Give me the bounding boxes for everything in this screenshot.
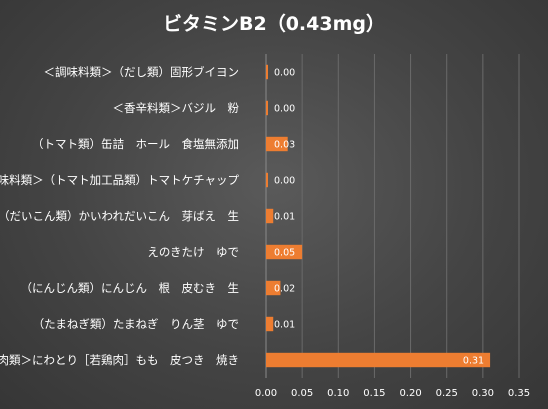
data-label-6: 0.02	[274, 284, 295, 295]
category-label-7: （たまねぎ類）たまねぎ りん茎 ゆで	[33, 317, 239, 331]
gridlines	[265, 54, 520, 378]
x-axis-tick-labels: 0.00 0.05 0.10 0.15 0.20 0.25 0.30 0.35	[255, 388, 530, 399]
x-tick-0.30: 0.30	[472, 388, 494, 399]
data-label-8: 0.31	[463, 356, 484, 367]
data-labels: 0.00 0.00 0.03 0.00 0.01 0.05 0.02 0.01 0.31	[274, 68, 484, 367]
category-label-8: ＜鳥肉類＞にわとり［若鶏肉］もも 皮つき 焼き	[0, 353, 239, 367]
category-label-6: （にんじん類）にんじん 根 皮むき 生	[21, 281, 240, 295]
bar-6	[266, 280, 281, 296]
x-tick-0.00: 0.00	[255, 388, 277, 399]
data-label-4: 0.01	[274, 212, 295, 223]
data-label-3: 0.00	[274, 176, 295, 187]
bar-4	[266, 208, 274, 224]
x-tick-0.10: 0.10	[327, 388, 349, 399]
data-label-5: 0.05	[274, 248, 295, 259]
chart-title: ビタミンB2（0.43mg）	[163, 12, 385, 35]
x-tick-0.05: 0.05	[291, 388, 313, 399]
bar-2	[266, 136, 288, 152]
category-label-5: えのきたけ ゆで	[147, 245, 239, 259]
category-label-2: （トマト類）缶詰 ホール 食塩無添加	[32, 137, 239, 151]
data-label-1: 0.00	[274, 104, 295, 115]
category-label-4: （だいこん類）かいわれだいこん 芽ばえ 生	[0, 209, 239, 223]
bar-5	[266, 244, 303, 260]
category-labels: ＜調味料類＞（だし類）固形ブイヨン ＜香辛料類＞バジル 粉 （トマト類）缶詰 ホール…	[0, 65, 239, 367]
category-label-3: ＜調味料類＞（トマト加工品類）トマトケチャップ	[0, 173, 239, 187]
bar-8	[266, 352, 491, 368]
x-tick-0.20: 0.20	[399, 388, 421, 399]
x-tick-0.15: 0.15	[363, 388, 385, 399]
category-label-1: ＜香辛料類＞バジル 粉	[113, 101, 240, 115]
data-label-0: 0.00	[274, 68, 295, 79]
bar-1	[266, 100, 268, 116]
bar-7	[266, 316, 274, 332]
bars	[266, 64, 491, 368]
data-label-7: 0.01	[274, 320, 295, 331]
bar-0	[266, 64, 268, 80]
x-tick-0.25: 0.25	[436, 388, 458, 399]
category-label-0: ＜調味料類＞（だし類）固形ブイヨン	[44, 65, 240, 79]
data-label-2: 0.03	[274, 140, 295, 151]
bar-3	[266, 172, 268, 188]
x-tick-0.35: 0.35	[508, 388, 530, 399]
